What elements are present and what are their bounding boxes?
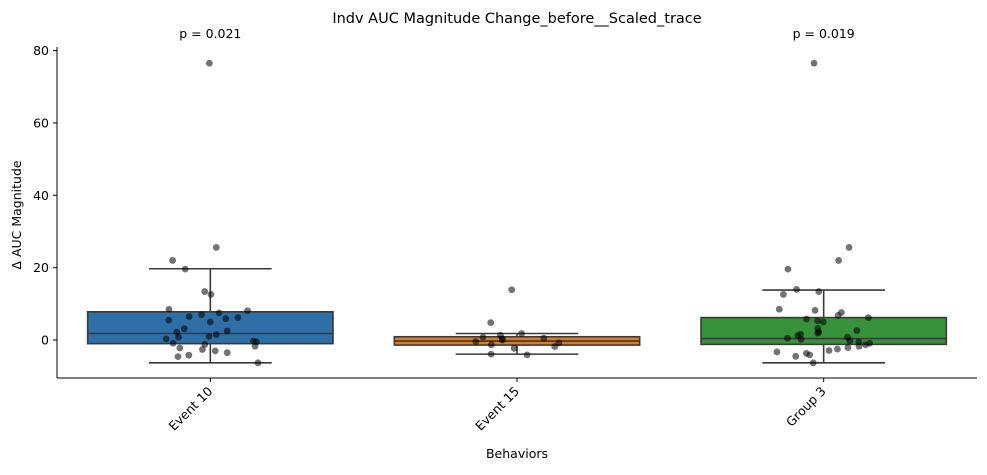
- chart-title: Indv AUC Magnitude Change_before__Scaled…: [332, 11, 701, 27]
- data-point: [806, 351, 814, 359]
- data-point: [181, 265, 189, 273]
- data-point: [855, 342, 863, 350]
- data-point: [510, 344, 518, 352]
- data-point: [780, 291, 787, 298]
- data-point: [487, 341, 495, 349]
- data-point: [162, 335, 170, 343]
- data-point: [809, 359, 817, 367]
- data-point: [814, 329, 822, 337]
- data-point: [223, 349, 231, 357]
- data-point: [846, 337, 854, 345]
- data-point: [810, 59, 818, 67]
- data-point: [180, 325, 188, 333]
- y-tick-label: 80: [33, 43, 49, 58]
- data-point: [215, 309, 223, 317]
- data-point: [487, 319, 495, 327]
- data-point: [234, 314, 242, 321]
- p-value-annotation: p = 0.019: [793, 26, 855, 41]
- data-point: [508, 286, 516, 294]
- data-point: [523, 351, 531, 359]
- data-point: [551, 343, 559, 350]
- data-point: [784, 334, 791, 342]
- data-point: [498, 336, 506, 344]
- data-point: [185, 351, 193, 359]
- data-point: [814, 317, 822, 325]
- plot-area: 0 20 40 60 80 Event 10 Event 15 Group 3 p = 0.02…: [33, 26, 977, 434]
- data-point: [479, 333, 487, 341]
- data-point: [212, 331, 220, 338]
- data-point: [201, 340, 209, 348]
- data-point: [844, 344, 852, 352]
- data-point: [797, 335, 805, 343]
- data-point: [205, 59, 213, 67]
- p-value-annotation: p = 0.021: [179, 26, 241, 41]
- data-point: [864, 314, 872, 321]
- data-point: [518, 330, 526, 337]
- data-point: [793, 285, 800, 293]
- data-point: [472, 338, 480, 345]
- data-point: [773, 348, 781, 356]
- y-tick-label: 0: [41, 333, 49, 348]
- data-point: [211, 347, 219, 355]
- data-point: [834, 312, 842, 319]
- y-axis-label: Δ AUC Magnitude: [9, 160, 24, 269]
- data-point: [206, 318, 214, 326]
- data-point: [207, 291, 215, 298]
- data-point: [792, 352, 800, 360]
- data-point: [815, 288, 823, 295]
- data-point: [853, 327, 861, 335]
- data-point: [222, 315, 230, 323]
- data-point: [784, 265, 792, 273]
- data-point: [175, 333, 182, 341]
- data-point: [169, 257, 176, 264]
- data-point: [811, 306, 819, 314]
- data-point: [176, 344, 184, 352]
- y-tick-label: 60: [33, 115, 49, 130]
- data-point: [487, 350, 495, 358]
- data-point: [174, 353, 182, 361]
- data-point: [862, 341, 869, 349]
- data-point: [845, 244, 853, 251]
- data-point: [825, 347, 833, 354]
- data-point: [834, 345, 841, 353]
- data-point: [254, 359, 262, 367]
- x-tick-label: Group 3: [783, 384, 829, 430]
- data-point: [185, 313, 193, 320]
- x-tick-label: Event 10: [165, 383, 215, 433]
- data-point: [169, 339, 177, 347]
- data-point: [223, 327, 231, 335]
- data-point: [212, 244, 220, 251]
- data-point: [198, 311, 205, 319]
- data-point: [165, 316, 173, 324]
- data-point: [199, 346, 206, 353]
- data-point: [205, 332, 213, 340]
- data-point: [835, 257, 843, 264]
- y-tick-label: 20: [33, 260, 49, 275]
- x-axis-label: Behaviors: [486, 446, 548, 461]
- y-tick-label: 40: [33, 188, 49, 203]
- data-point: [244, 307, 251, 315]
- data-point: [775, 305, 783, 313]
- data-point: [201, 288, 209, 295]
- x-tick-label: Event 15: [472, 384, 522, 434]
- data-point: [540, 334, 548, 342]
- data-point: [803, 315, 810, 323]
- data-point: [165, 305, 173, 313]
- data-point: [251, 342, 259, 350]
- data-point: [819, 318, 827, 326]
